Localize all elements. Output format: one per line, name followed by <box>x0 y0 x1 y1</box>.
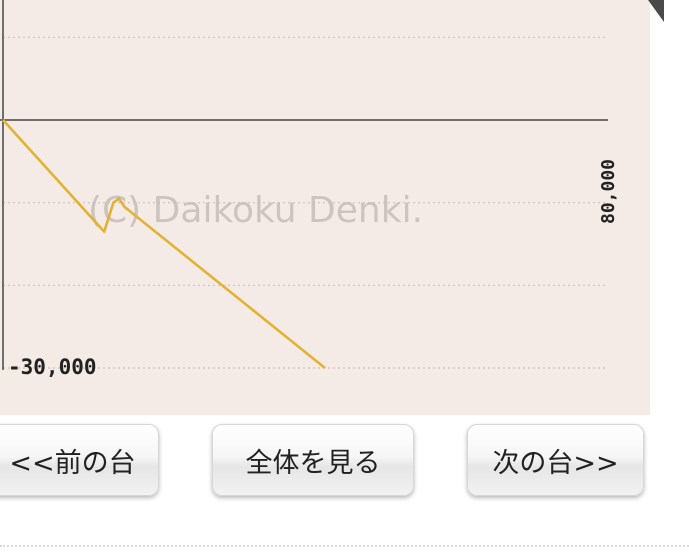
watermark-text: (C) Daikoku Denki. <box>88 190 423 231</box>
right-axis-label: 80,000 <box>598 159 619 224</box>
view-all-button[interactable]: 全体を見る <box>212 424 414 496</box>
y-tick-label-bottom: -30,000 <box>8 355 97 379</box>
slot-graph-panel: (C) Daikoku Denki. -30,000 80,000 <box>0 0 650 415</box>
grid-lines <box>3 36 608 369</box>
data-series-line <box>2 119 326 370</box>
slot-graph: (C) Daikoku Denki. -30,000 80,000 <box>0 0 619 379</box>
prev-machine-button[interactable]: <<前の台 <box>0 424 159 496</box>
corner-triangle <box>648 0 664 22</box>
next-machine-button[interactable]: 次の台>> <box>467 424 644 496</box>
bottom-divider <box>0 545 689 547</box>
